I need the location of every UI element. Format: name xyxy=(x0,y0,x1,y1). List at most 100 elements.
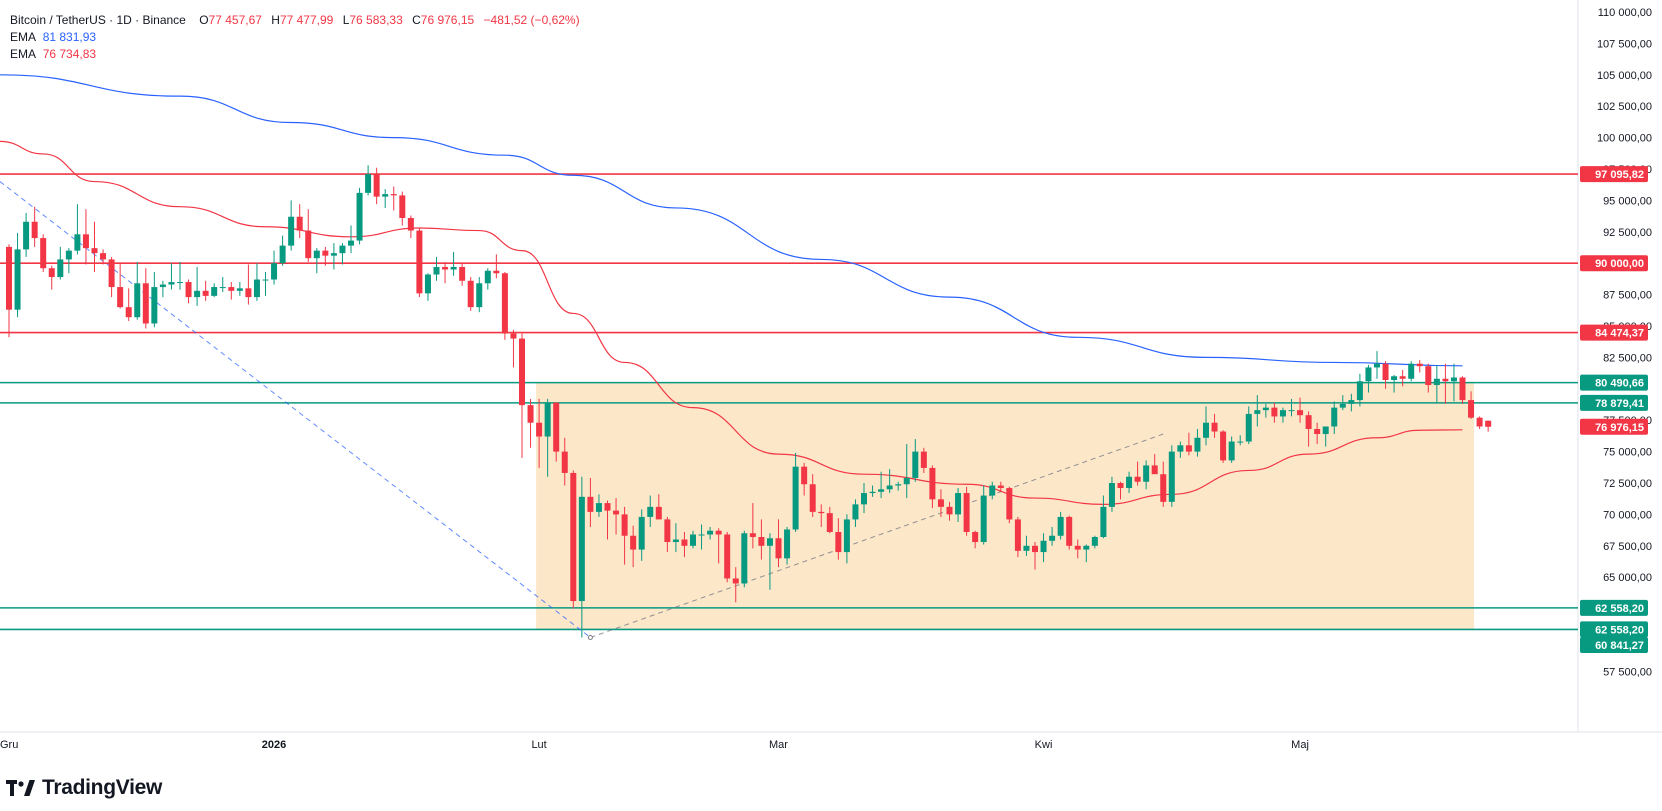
candle xyxy=(1450,363,1457,402)
candle xyxy=(459,263,466,286)
candle xyxy=(1220,430,1227,463)
candle xyxy=(1151,454,1158,475)
candle-body xyxy=(604,503,611,511)
candle xyxy=(955,488,962,522)
candle xyxy=(108,256,115,298)
candle xyxy=(638,509,645,561)
candle xyxy=(330,243,337,270)
candle xyxy=(1305,411,1312,447)
candle xyxy=(1288,398,1295,417)
candle-body xyxy=(707,530,714,535)
candle xyxy=(1185,432,1192,456)
candle xyxy=(31,206,38,247)
candle-body xyxy=(1057,516,1064,536)
candle-body xyxy=(869,491,876,494)
candle-body xyxy=(484,270,491,284)
time-tick-label: 2026 xyxy=(262,739,286,751)
candle-body xyxy=(1254,410,1261,414)
support-tag-3-box xyxy=(1580,621,1648,638)
candle-body xyxy=(1006,488,1013,520)
candle xyxy=(784,526,791,565)
candle-body xyxy=(339,245,346,254)
candle-body xyxy=(1040,540,1047,553)
candle-body xyxy=(1288,410,1295,412)
candle-body xyxy=(1134,476,1141,482)
time-axis[interactable]: Gru 2026 Lut Mar Kwi Maj xyxy=(0,739,1309,751)
candle xyxy=(681,531,688,558)
candle-body xyxy=(219,287,226,289)
candle-body xyxy=(305,230,312,259)
candle xyxy=(6,244,12,338)
candle xyxy=(100,249,107,265)
candle xyxy=(1425,363,1432,393)
candle-body xyxy=(587,496,594,512)
candle xyxy=(279,235,286,266)
candle-body xyxy=(1203,422,1209,438)
candle xyxy=(1408,361,1415,382)
candle xyxy=(1006,486,1013,524)
candle-body xyxy=(621,514,628,536)
candle xyxy=(510,329,517,368)
resistance-tag-2-text: 84 474,37 xyxy=(1595,328,1644,340)
legend: Bitcoin / TetherUS · 1D · Binance O77 45… xyxy=(10,12,580,63)
candle xyxy=(262,271,269,296)
support-tag-1: 78 879,41 xyxy=(1580,394,1648,411)
candle-body xyxy=(1425,366,1432,386)
candle xyxy=(493,254,500,279)
candle xyxy=(245,264,252,305)
candle xyxy=(348,225,354,254)
candle-body xyxy=(946,506,953,515)
time-tick-label: Kwi xyxy=(1035,739,1053,751)
candle xyxy=(185,279,192,304)
candle-body xyxy=(1100,506,1107,538)
symbol-row: Bitcoin / TetherUS · 1D · Binance O77 45… xyxy=(10,12,580,29)
candle xyxy=(758,519,765,560)
candle-body xyxy=(365,174,372,193)
candle-body xyxy=(519,338,525,406)
candle xyxy=(1245,406,1252,445)
candle-body xyxy=(1279,410,1286,417)
candle-body xyxy=(1305,415,1312,429)
candle xyxy=(476,277,483,313)
candle xyxy=(450,251,457,276)
candle-body xyxy=(613,510,620,515)
candle xyxy=(442,261,449,284)
candle xyxy=(1485,420,1492,432)
candle xyxy=(1374,351,1380,379)
candle-body xyxy=(1143,465,1150,482)
candle-body xyxy=(578,496,585,602)
candle xyxy=(82,209,89,265)
candle-body xyxy=(82,234,89,249)
candle-body xyxy=(271,263,278,280)
candle-body xyxy=(1348,400,1355,404)
candle-body xyxy=(903,477,910,485)
ema-fast-value: 76 734,83 xyxy=(42,47,97,61)
price-axis[interactable]: 57 500,00 65 000,00 67 500,00 70 000,00 72 5… xyxy=(1597,7,1652,678)
candle-body xyxy=(758,537,765,546)
ema-slow-label: EMA xyxy=(10,30,36,44)
resistance-tag-0: 97 095,82 xyxy=(1580,166,1648,183)
candle-body xyxy=(1314,428,1321,435)
symbol-title[interactable]: Bitcoin / TetherUS · 1D · Binance xyxy=(10,13,186,27)
candle xyxy=(672,523,679,553)
tradingview-logo[interactable]: TradingView xyxy=(6,776,162,800)
candle-body xyxy=(48,268,55,278)
candle xyxy=(989,481,996,500)
ema-fast-row[interactable]: EMA 76 734,83 xyxy=(10,46,580,63)
trendline-anchor xyxy=(587,634,593,640)
resistance-tag-2: 84 474,37 xyxy=(1580,324,1648,341)
candle xyxy=(177,261,183,290)
candle-body xyxy=(536,422,543,437)
candle-body xyxy=(655,506,662,520)
zone-rect xyxy=(536,382,1475,630)
candle xyxy=(322,246,329,266)
support-tag-0: 80 490,66 xyxy=(1580,374,1648,391)
candle-body xyxy=(1211,422,1218,432)
candle-body xyxy=(253,279,260,298)
candle-body xyxy=(1091,537,1098,546)
last-price-tag-text: 76 976,15 xyxy=(1595,422,1644,434)
candle-body xyxy=(108,259,115,288)
candle-body xyxy=(647,506,654,517)
ema-slow-row[interactable]: EMA 81 831,93 xyxy=(10,29,580,46)
